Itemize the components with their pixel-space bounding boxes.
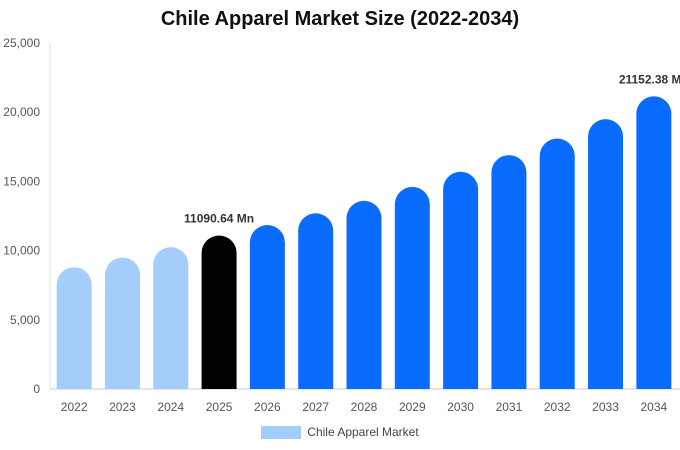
- y-tick-label: 15,000: [3, 174, 40, 188]
- x-tick-label: 2023: [109, 400, 136, 414]
- y-tick-label: 5,000: [10, 313, 40, 327]
- x-tick-label: 2024: [157, 400, 184, 414]
- legend-label: Chile Apparel Market: [307, 425, 419, 439]
- bar-2030: [443, 171, 479, 389]
- legend[interactable]: Chile Apparel Market: [0, 425, 680, 439]
- x-tick-label: 2030: [447, 400, 474, 414]
- legend-swatch: [261, 425, 302, 439]
- bar-2032: [539, 138, 575, 389]
- bar-2034: [636, 96, 672, 389]
- bar-2031: [491, 155, 527, 389]
- data-label: 11090.64 Mn: [184, 212, 254, 226]
- bar-2027: [298, 213, 334, 389]
- bar-2024: [153, 247, 189, 389]
- x-tick-label: 2031: [496, 400, 523, 414]
- x-tick-label: 2034: [640, 400, 667, 414]
- x-tick-label: 2022: [61, 400, 88, 414]
- x-tick-label: 2033: [592, 400, 619, 414]
- bar-2033: [588, 119, 624, 390]
- x-tick-label: 2027: [302, 400, 329, 414]
- y-tick-label: 0: [33, 382, 40, 396]
- bar-2022: [56, 267, 92, 389]
- chart-title: Chile Apparel Market Size (2022-2034): [160, 8, 520, 30]
- bar-2026: [249, 224, 285, 389]
- bar-2028: [346, 200, 382, 389]
- bar-2023: [104, 257, 140, 389]
- bar-2025: [201, 235, 237, 389]
- bar-2029: [394, 186, 430, 389]
- y-tick-label: 25,000: [3, 36, 40, 50]
- x-tick-label: 2032: [544, 400, 571, 414]
- x-tick-label: 2026: [254, 400, 281, 414]
- y-tick-label: 20,000: [3, 105, 40, 119]
- x-tick-label: 2028: [351, 400, 378, 414]
- data-label: 21152.38 Mn: [619, 72, 680, 86]
- x-tick-label: 2029: [399, 400, 426, 414]
- x-tick-label: 2025: [206, 400, 233, 414]
- y-tick-label: 10,000: [3, 244, 40, 258]
